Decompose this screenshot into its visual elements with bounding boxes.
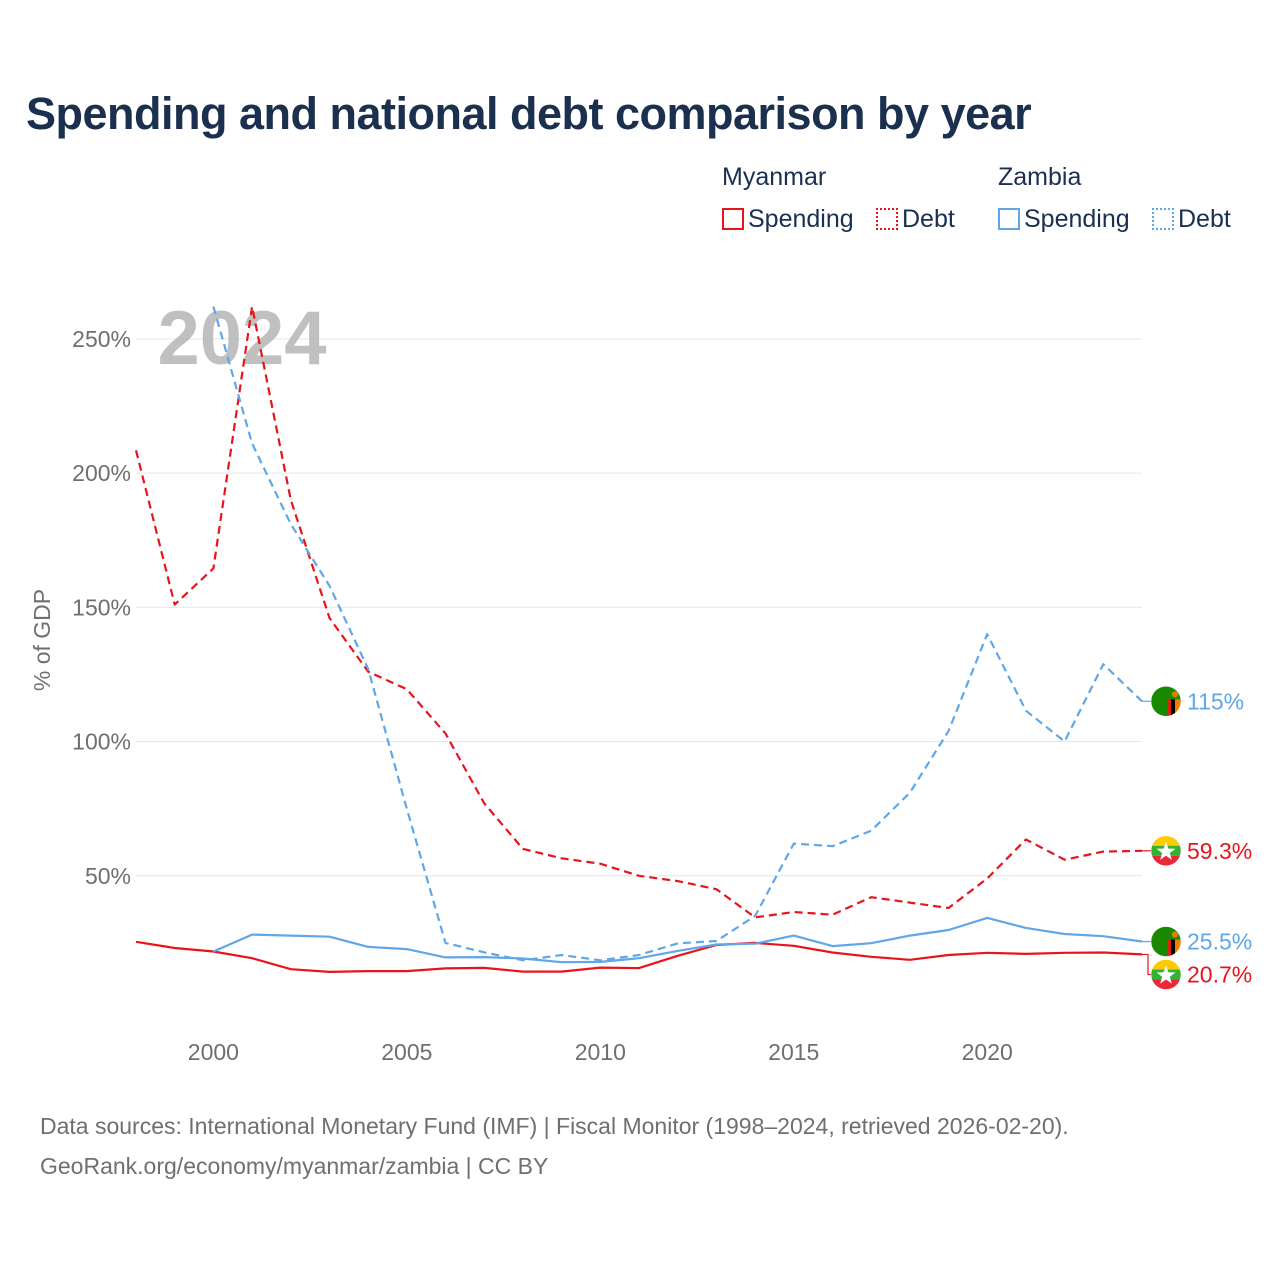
legend-myanmar-spending[interactable]: Spending	[722, 204, 854, 234]
legend-label-zambia-spending: Spending	[1024, 204, 1130, 233]
legend-label-myanmar-debt: Debt	[902, 204, 955, 233]
y-axis-ticks: 50% 100% 150% 200% 250%	[72, 326, 131, 889]
x-tick-label: 2000	[188, 1039, 239, 1065]
zambia-flag-icon	[1150, 926, 1182, 957]
legend-label-zambia-debt: Debt	[1178, 204, 1231, 233]
series-zambia-debt	[212, 306, 1143, 962]
end-label-zambia-debt: 115%	[1187, 688, 1244, 714]
end-label-myanmar-spending: 20.7%	[1187, 962, 1252, 988]
series-myanmar-debt	[134, 305, 1143, 919]
y-axis-label: % of GDP	[29, 589, 55, 691]
footer: Data sources: International Monetary Fun…	[40, 1106, 1069, 1186]
legend-myanmar-debt[interactable]: Debt	[876, 204, 955, 234]
legend-zambia-debt[interactable]: Debt	[1152, 204, 1231, 234]
legend-swatch-myanmar-debt	[876, 208, 898, 230]
y-tick-label: 200%	[72, 460, 131, 486]
end-connector-myanmar-spending	[1142, 953, 1151, 976]
legend-group-zambia: Zambia	[998, 163, 1082, 191]
x-tick-label: 2020	[962, 1039, 1013, 1065]
y-tick-label: 50%	[85, 863, 131, 889]
legend-swatch-zambia-debt	[1152, 208, 1174, 230]
y-tick-label: 250%	[72, 326, 131, 352]
legend-zambia-spending[interactable]: Spending	[998, 204, 1130, 234]
myanmar-flag-icon	[1150, 959, 1182, 990]
legend-swatch-zambia-spending	[998, 208, 1020, 230]
end-label-myanmar-debt: 59.3%	[1187, 838, 1252, 864]
legend-group-myanmar: Myanmar	[722, 163, 827, 191]
end-markers: 115% 59.3% 25.5% 20.7%	[1142, 686, 1252, 990]
y-tick-label: 150%	[72, 594, 131, 620]
footer-source: Data sources: International Monetary Fun…	[40, 1113, 1069, 1139]
zambia-flag-icon	[1150, 686, 1182, 717]
end-label-zambia-spending: 25.5%	[1187, 929, 1252, 955]
year-overlay: 2024	[157, 296, 326, 381]
legend-swatch-myanmar-spending	[722, 208, 744, 230]
x-tick-label: 2015	[768, 1039, 819, 1065]
y-tick-label: 100%	[72, 729, 131, 755]
grid-lines	[136, 338, 1142, 877]
footer-credit[interactable]: GeoRank.org/economy/myanmar/zambia | CC …	[40, 1153, 549, 1179]
series-myanmar-spending	[135, 940, 1143, 974]
x-axis-ticks: 2000 2005 2010 2015 2020	[188, 1039, 1013, 1065]
line-chart: 2024 % of GDP 50%100%150%200%250% 2000 20…	[29, 296, 1252, 1065]
series-zambia-spending	[212, 916, 1143, 964]
x-tick-label: 2010	[575, 1039, 626, 1065]
x-tick-label: 2005	[381, 1039, 432, 1065]
legend-label-myanmar-spending: Spending	[748, 204, 854, 233]
myanmar-flag-icon	[1150, 835, 1182, 867]
series-lines	[134, 305, 1143, 974]
chart-title: Spending and national debt comparison by…	[26, 88, 1032, 139]
